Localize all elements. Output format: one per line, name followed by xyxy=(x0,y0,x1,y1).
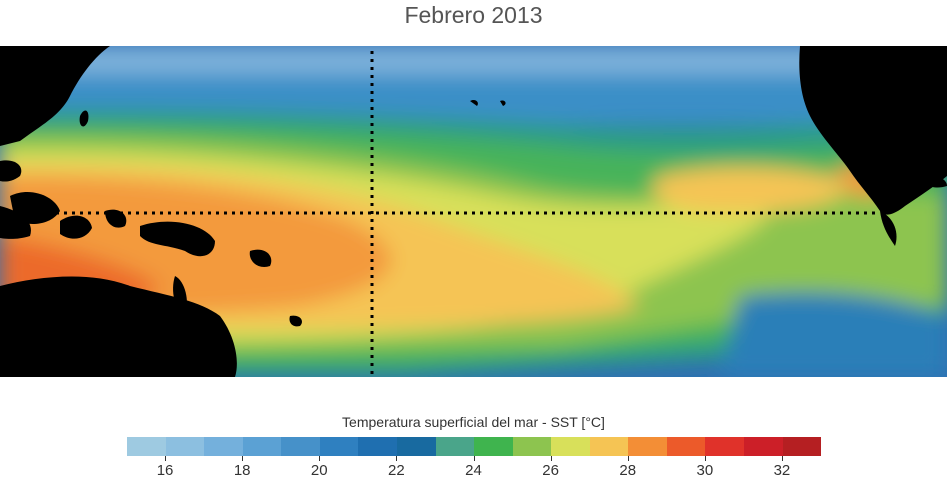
scale-tick-label: 16 xyxy=(156,462,174,479)
scale-tick-label: 30 xyxy=(696,462,714,479)
scale-tick-mark xyxy=(627,456,629,461)
scale-tick-label: 24 xyxy=(465,462,482,479)
color-scale-segment xyxy=(435,437,475,456)
color-scale-segment xyxy=(628,437,667,456)
scale-tick-mark xyxy=(781,456,783,461)
scale-tick-mark xyxy=(165,456,167,461)
scale-tick-mark xyxy=(319,456,321,461)
scale-tick-mark xyxy=(242,456,244,461)
color-scale-segment xyxy=(319,437,359,456)
color-scale-segment xyxy=(551,437,590,456)
color-scale-segment xyxy=(666,437,706,456)
color-scale-segment xyxy=(204,437,243,456)
color-scale-segment xyxy=(358,437,397,456)
color-scale-segment xyxy=(165,437,205,456)
color-scale-bar xyxy=(127,437,822,456)
land-masses xyxy=(0,46,947,377)
legend-title: Temperatura superficial del mar - SST [°… xyxy=(342,414,605,430)
scale-tick-mark xyxy=(396,456,398,461)
scale-tick-label: 26 xyxy=(542,462,559,479)
color-scale-segment xyxy=(589,437,629,456)
map-title: Febrero 2013 xyxy=(404,2,543,28)
color-scale-segment xyxy=(744,437,783,456)
color-scale-segment xyxy=(512,437,552,456)
color-scale-ticks: 16 18 20 22 24 26 28 30 32 xyxy=(127,456,821,480)
color-scale-segment xyxy=(705,437,744,456)
sst-map: Fuente: NOAA Optimum Interpolation (OI) … xyxy=(0,46,947,408)
scale-tick-label: 18 xyxy=(233,462,251,479)
scale-tick-mark xyxy=(704,456,706,461)
scale-tick-mark xyxy=(473,456,475,461)
scale-tick-label: 22 xyxy=(388,462,405,479)
color-scale-segment xyxy=(127,437,166,456)
color-scale-segment xyxy=(782,437,822,456)
scale-tick-label: 28 xyxy=(619,462,637,479)
scale-tick-label: 32 xyxy=(773,462,791,479)
color-scale-segment xyxy=(242,437,282,456)
color-scale-segment xyxy=(474,437,513,456)
scale-tick-label: 20 xyxy=(310,462,328,479)
sst-map-graphic xyxy=(0,46,947,377)
color-scale-segment xyxy=(281,437,320,456)
scale-tick-mark xyxy=(550,456,552,461)
color-scale-segment xyxy=(396,437,436,456)
data-source-note: Fuente: NOAA Optimum Interpolation (OI) … xyxy=(510,397,857,408)
